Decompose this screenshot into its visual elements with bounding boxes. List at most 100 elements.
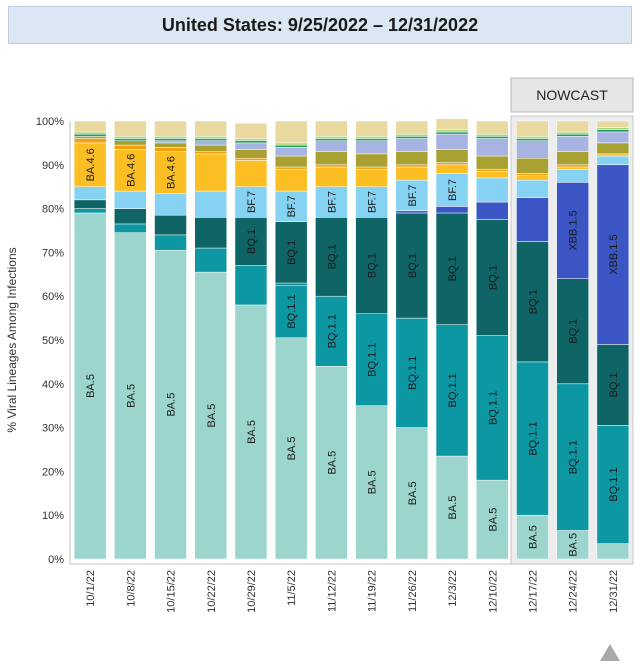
y-tick-label: 10% (42, 510, 64, 522)
bar-segment-label: BA.5 (206, 404, 218, 428)
bar-segment (556, 120, 589, 133)
bar-segment (596, 153, 630, 157)
bar-segment (154, 234, 187, 251)
bar-segment-label: BA.5 (125, 384, 137, 408)
bar-segment (234, 265, 268, 306)
x-tick-label: 10/1/22 (85, 570, 97, 607)
bar-segment (73, 199, 107, 209)
bar-segment-label: BF.7 (326, 191, 338, 213)
bar-segment (556, 168, 589, 183)
bar-segment (435, 133, 469, 150)
bar-segment (315, 164, 348, 168)
nowcast-label: NOWCAST (536, 87, 608, 103)
scroll-up-arrow-icon[interactable] (600, 644, 620, 661)
bar-segment (395, 138, 429, 152)
bar-segment (73, 133, 107, 137)
bar-segment (355, 186, 388, 218)
bar-segment (395, 166, 429, 181)
bar-segment (516, 514, 549, 560)
bar-segment (556, 133, 589, 137)
bar-segment (476, 138, 509, 157)
bar-segment (355, 153, 388, 168)
bar-segment (194, 120, 227, 137)
bar-segment (194, 136, 227, 139)
bar-segment (315, 136, 348, 139)
bar-segment (435, 324, 469, 457)
bar-segment (114, 140, 147, 146)
x-tick-label: 11/12/22 (326, 570, 338, 612)
bar-segment (73, 120, 107, 133)
bar-segment (516, 179, 549, 198)
bar-segment (355, 217, 388, 314)
bar-segment (234, 122, 268, 139)
bar-segment (355, 138, 388, 141)
bar-segment (556, 383, 589, 531)
bar-segment (435, 129, 469, 133)
bar-segment (315, 140, 348, 152)
bar-segment (154, 120, 187, 137)
bar-segment (315, 366, 348, 560)
bar-segment (435, 131, 469, 135)
bar-segment-label: BA.5 (447, 496, 459, 520)
bar-segment (516, 173, 549, 176)
bar-segment (516, 197, 549, 242)
bar-segment (274, 142, 308, 146)
bar-segment (556, 131, 589, 135)
bar-segment (476, 479, 509, 560)
bar-segment-label: BF.7 (407, 184, 419, 206)
bar-segment (194, 217, 227, 249)
bar-segment (596, 164, 630, 345)
bar-segment-label: BA.5 (367, 470, 379, 494)
bar-segment (476, 219, 509, 336)
bar-segment-label: BQ.1.1 (568, 440, 580, 474)
y-axis-ticks: 0% 10% 20% 30% 40% 50% 60% 70% 80% 90% 100% (36, 116, 64, 566)
bar-segment (274, 144, 308, 148)
bar-segment-label: BQ.1 (407, 253, 419, 278)
bar-segment-label: BQ.1 (326, 244, 338, 269)
bar-segment (355, 140, 388, 155)
bar-segment (315, 151, 348, 166)
bar-segment-label: BA.5 (85, 374, 97, 398)
bar-segment-label: XBB.1.5 (608, 234, 620, 274)
bar-segment (395, 210, 429, 214)
bar-segment (556, 166, 589, 170)
bar-segment (435, 212, 469, 325)
bar-segment (476, 136, 509, 139)
bar-segment (556, 278, 589, 385)
bar-segment (596, 142, 630, 155)
bar-segment (395, 212, 429, 319)
bar-segment (395, 427, 429, 560)
bar-segment (435, 455, 469, 560)
bar-segment (596, 425, 630, 544)
bar-segment (596, 127, 630, 131)
x-tick-label: 11/26/22 (407, 570, 419, 612)
bar-segment (355, 120, 388, 137)
bar-segment (234, 157, 268, 161)
bar-segment (73, 138, 107, 144)
bar-segment (476, 168, 509, 172)
bar-segment-label: BA.5 (568, 533, 580, 557)
y-tick-label: 20% (42, 466, 64, 478)
bar-segment (114, 120, 147, 137)
x-tick-label: 11/19/22 (367, 570, 379, 612)
bar-segment (395, 179, 429, 212)
bar-segment (114, 136, 147, 139)
x-tick-label: 10/8/22 (125, 570, 137, 607)
bar-segment (194, 138, 227, 141)
bar-segment (234, 140, 268, 144)
bar-segment (114, 190, 147, 209)
bar-segment (234, 304, 268, 560)
bar-segment (596, 120, 630, 128)
bar-segment (274, 120, 308, 144)
bar-segment (315, 217, 348, 297)
y-tick-label: 90% (42, 160, 64, 172)
bar-segment (315, 120, 348, 137)
x-tick-label: 12/10/22 (487, 570, 499, 613)
bar-segment-label: BF.7 (286, 195, 298, 217)
bar-segment (395, 317, 429, 428)
bar-segment (154, 151, 187, 194)
bar-segment (476, 335, 509, 481)
bar-segment (596, 131, 630, 144)
bar-segment (355, 168, 388, 187)
